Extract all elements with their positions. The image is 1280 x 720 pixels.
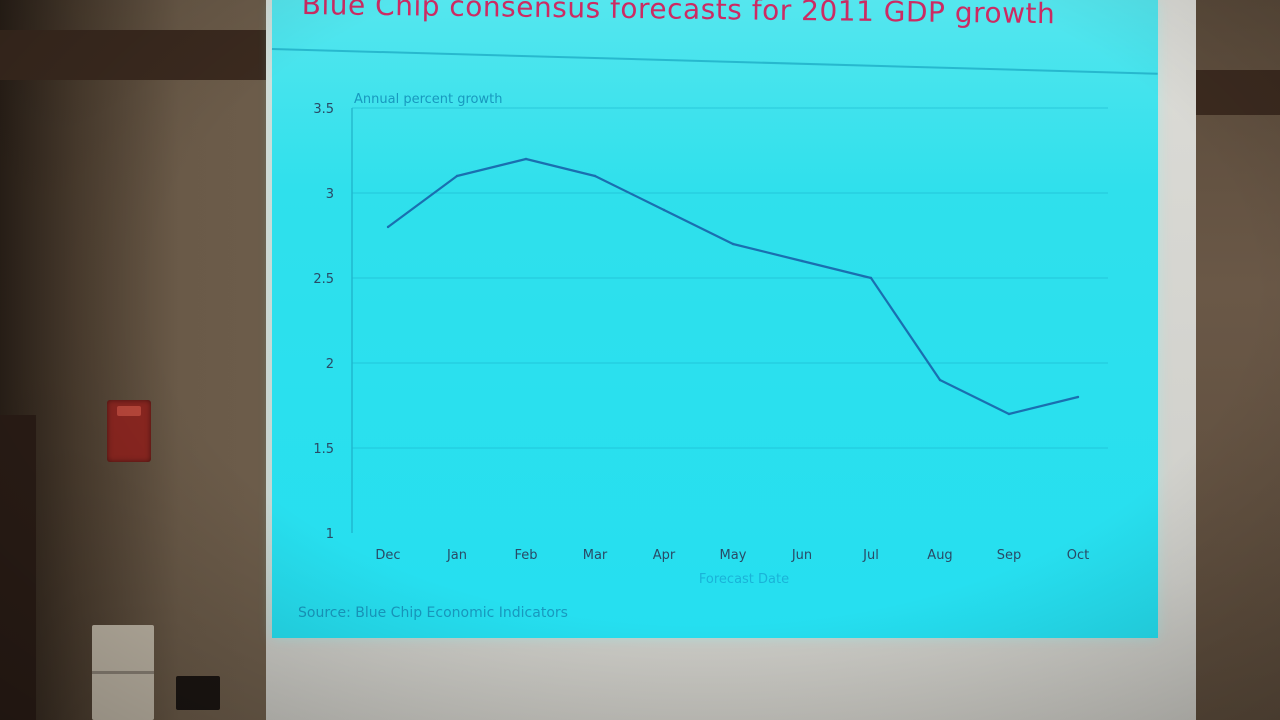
data-point (1007, 412, 1011, 416)
data-point (731, 242, 735, 246)
data-point (938, 378, 942, 382)
wall-trim-left (0, 30, 280, 80)
data-point (386, 225, 390, 229)
data-point (524, 157, 528, 161)
x-tick-label: Oct (1067, 548, 1089, 563)
data-point (593, 174, 597, 178)
x-tick-label: Dec (375, 548, 400, 563)
y-tick-label: 2 (326, 357, 334, 372)
gdp-forecast-series-line (387, 157, 1079, 416)
y-tick-label: 1 (326, 527, 334, 542)
wall-outlet-box (176, 676, 220, 710)
x-tick-label: Sep (997, 548, 1022, 563)
y-tick-label: 2.5 (313, 272, 334, 287)
data-point (800, 259, 804, 263)
y-tick-label: 1.5 (313, 442, 334, 457)
data-point (869, 276, 873, 280)
data-point (1076, 395, 1080, 399)
fire-alarm-icon (107, 400, 151, 462)
source-note: Source: Blue Chip Economic Indicators (298, 605, 568, 621)
x-tick-label: Jun (791, 548, 812, 563)
x-tick-label: Jan (446, 548, 467, 563)
projected-slide: Blue Chip consensus forecasts for 2011 G… (271, 0, 1158, 638)
data-point (455, 174, 459, 178)
x-axis-label: Forecast Date (699, 572, 789, 587)
x-tick-label: Apr (653, 548, 676, 563)
x-tick-label: Aug (927, 548, 952, 563)
x-tick-label: Jul (862, 548, 879, 563)
x-tick-label: May (720, 548, 747, 563)
light-switch-plate (92, 625, 154, 720)
x-tick-label: Mar (583, 548, 608, 563)
gdp-forecast-line-chart: 3.5 3 2.5 2 1.5 1 Dec Jan Feb Mar Apr May Jun Jul Aug… (313, 92, 1108, 587)
y-tick-label: 3.5 (313, 102, 334, 117)
y-tick-label: 3 (326, 187, 334, 202)
y-axis-label: Annual percent growth (354, 92, 502, 107)
door-frame (0, 415, 36, 720)
data-point (662, 208, 666, 212)
x-tick-label: Feb (514, 548, 537, 563)
